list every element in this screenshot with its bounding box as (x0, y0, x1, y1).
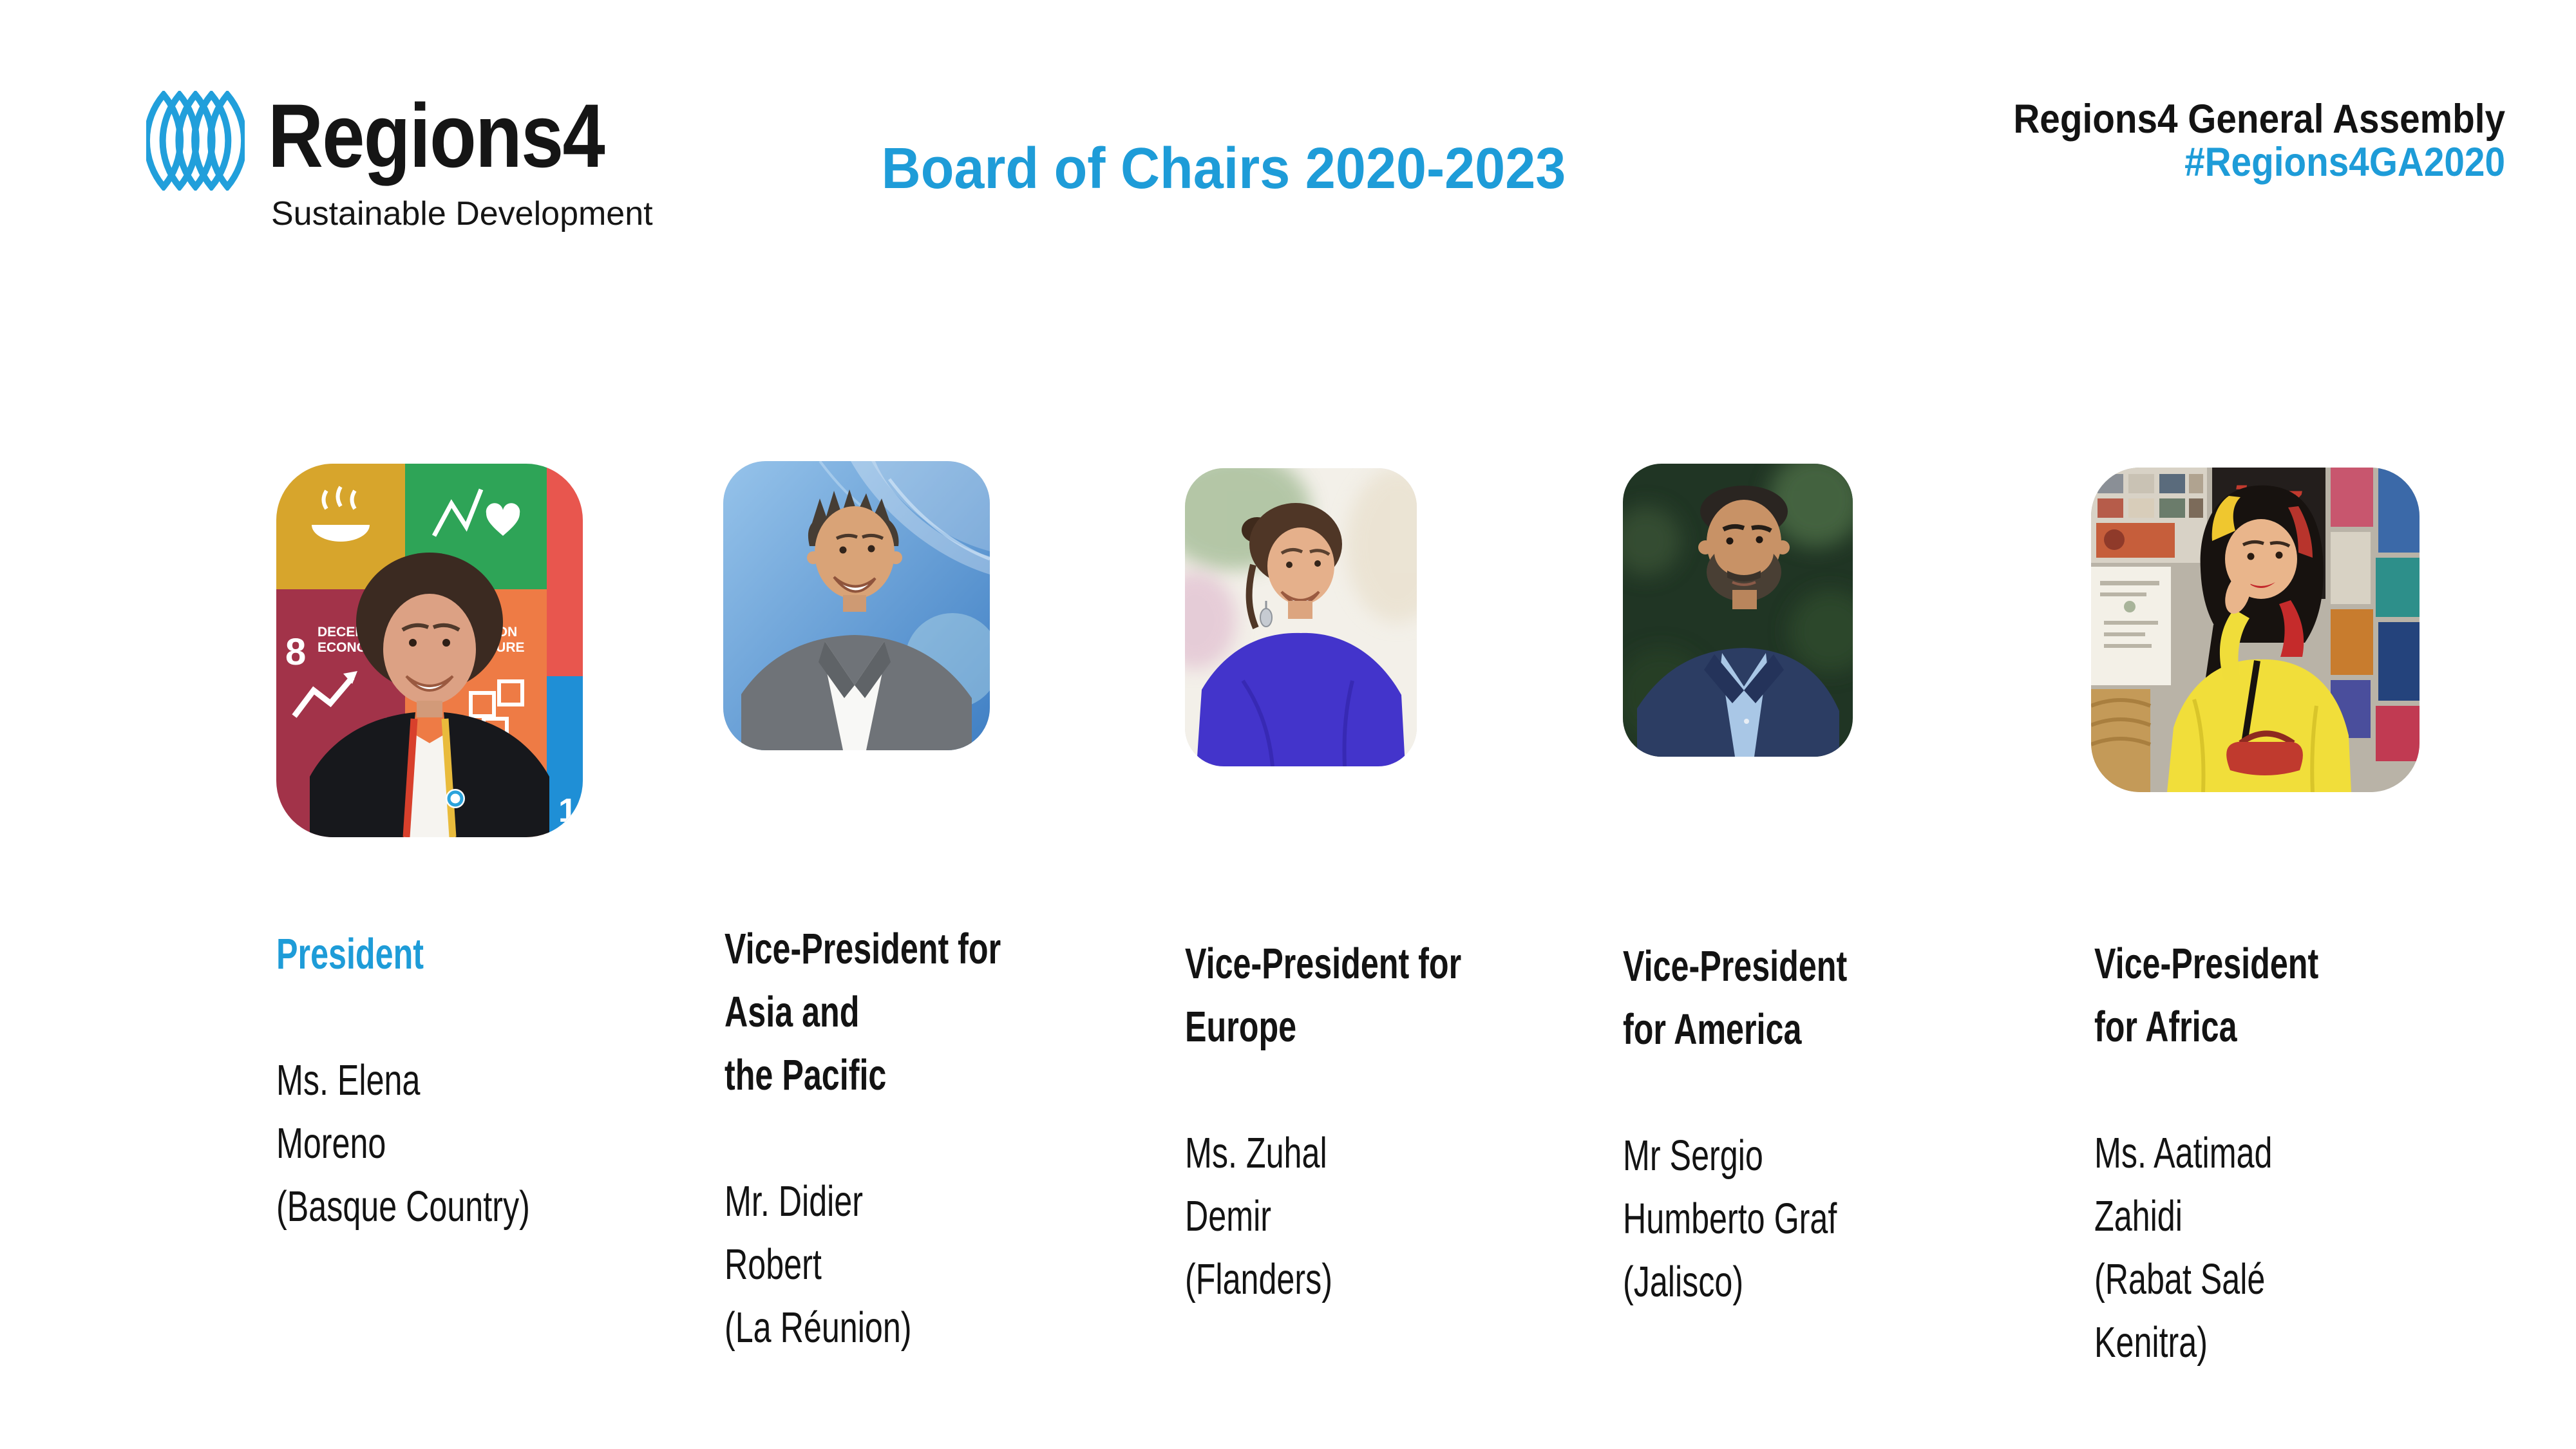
member-photo-zuhal-demir (1185, 468, 1417, 766)
card-caption: President Ms. Elena Moreno (Basque Count… (276, 860, 643, 1302)
member-name: Ms. Aatimad Zahidi (Rabat Salé Kenitra) (2094, 1129, 2273, 1367)
page-title: Board of Chairs 2020-2023 (881, 137, 1566, 201)
portrait-aatimad (2167, 485, 2351, 792)
member-role: President (276, 930, 424, 978)
poster-thumbnails (2096, 474, 2203, 558)
member-name: Ms. Zuhal Demir (Flanders) (1185, 1129, 1332, 1303)
member-role: Vice-President for America (1623, 942, 1848, 1054)
svg-text:1: 1 (558, 792, 577, 829)
card-caption: Vice-President for Asia and the Pacific … (724, 855, 1092, 1423)
poster-wall (2091, 468, 2420, 792)
member-photo-sergio-graf (1623, 464, 1853, 757)
logo-wordmark: Regions4 (268, 85, 605, 186)
member-name: Ms. Elena Moreno (Basque Country) (276, 1056, 530, 1231)
member-role: Vice-President for Europe (1185, 940, 1462, 1051)
member-photo-aatimad-zahidi: Jazz Big band (2091, 468, 2420, 792)
logo-tagline: Sustainable Development (271, 195, 653, 232)
portrait-didier (741, 489, 972, 750)
member-photo-didier-robert (723, 461, 990, 750)
event-hashtag: #Regions4GA2020 (2184, 140, 2505, 185)
portrait-elena (310, 553, 549, 837)
member-photo-elena-moreno: 8 DECENT ECONO VATION UCTURE 1 (276, 464, 583, 837)
svg-text:ECONO: ECONO (317, 640, 367, 655)
member-name: Mr. Didier Robert (La Réunion) (724, 1177, 912, 1352)
member-role: Vice-President for Africa (2094, 940, 2319, 1051)
portrait-sergio (1637, 486, 1839, 757)
member-role: Vice-President for Asia and the Pacific (724, 925, 1001, 1099)
card-caption: Vice-President for Europe Ms. Zuhal Demi… (1185, 869, 1552, 1374)
sdg-growth-icon (292, 671, 357, 718)
member-name: Mr Sergio Humberto Graf (Jalisco) (1623, 1132, 1837, 1306)
card-caption: Vice-President for America Mr Sergio Hum… (1623, 872, 1990, 1377)
regions4-logo-icon (146, 91, 245, 191)
event-name: Regions4 General Assembly (2013, 97, 2505, 142)
card-caption: Vice-President for Africa Ms. Aatimad Za… (2094, 869, 2461, 1437)
event-block: Regions4 General Assembly #Regions4GA202… (1926, 98, 2505, 184)
sdg-bowl-icon (312, 486, 370, 542)
portrait-zuhal (1197, 503, 1405, 766)
sdg-health-icon (431, 488, 520, 537)
svg-text:8: 8 (285, 631, 306, 673)
